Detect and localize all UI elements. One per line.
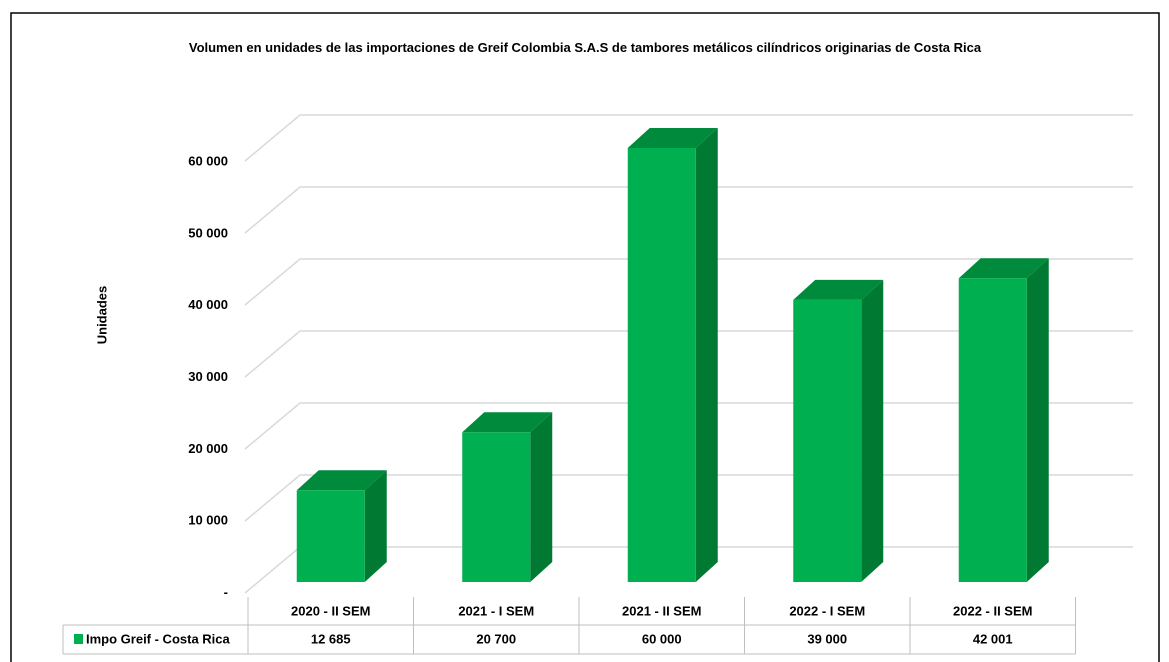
bar-side (695, 128, 718, 582)
legend-swatch (74, 634, 83, 644)
bar (793, 299, 862, 582)
data-label: 20 700 (476, 631, 516, 646)
y-tick-label: 10 000 (188, 513, 228, 528)
bar-side (364, 470, 387, 582)
y-tick-label: 60 000 (188, 153, 228, 168)
data-label: 42 001 (973, 631, 1013, 646)
y-tick-label: 20 000 (188, 441, 228, 456)
bar-side (530, 412, 553, 582)
legend-label: Impo Greif - Costa Rica (86, 631, 231, 646)
bar (462, 432, 531, 582)
chart-border (10, 12, 1160, 662)
y-tick-label: 30 000 (188, 369, 228, 384)
bar-side (1026, 258, 1049, 582)
bar (627, 148, 696, 582)
data-label: 39 000 (807, 631, 847, 646)
bar (296, 490, 365, 582)
chart-title: Volumen en unidades de las importaciones… (188, 40, 982, 55)
bar (958, 278, 1027, 582)
x-tick-label: 2021 - I SEM (458, 603, 534, 618)
x-tick-label: 2020 - II SEM (291, 603, 370, 618)
data-label: 12 685 (311, 631, 351, 646)
bar-top (462, 412, 553, 433)
bar-top (958, 258, 1049, 279)
bar-top (627, 128, 718, 148)
y-tick-label: 50 000 (188, 225, 228, 240)
grid-line (244, 114, 1133, 162)
x-tick-label: 2021 - II SEM (622, 603, 701, 618)
bar-top (296, 470, 387, 491)
y-tick-label: 40 000 (188, 297, 228, 312)
bar-side (861, 279, 884, 582)
x-tick-label: 2022 - II SEM (953, 603, 1032, 618)
y-tick-label: - (224, 584, 228, 599)
grid-line (244, 186, 1133, 234)
data-label: 60 000 (642, 631, 682, 646)
grid-line (244, 258, 1133, 306)
x-tick-label: 2022 - I SEM (789, 603, 865, 618)
y-axis-label: Unidades (94, 286, 109, 345)
bar-top (793, 279, 884, 300)
